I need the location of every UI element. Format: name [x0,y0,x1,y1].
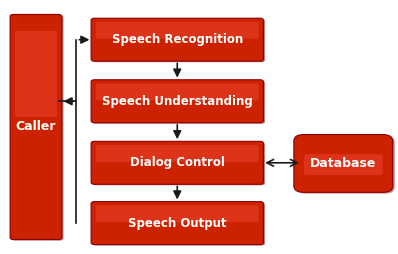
FancyBboxPatch shape [91,80,263,123]
Text: Dialog Control: Dialog Control [130,156,225,169]
Text: Speech Output: Speech Output [128,217,226,230]
FancyBboxPatch shape [294,135,393,192]
FancyBboxPatch shape [91,141,263,184]
FancyBboxPatch shape [296,136,395,194]
FancyBboxPatch shape [15,31,57,117]
Text: Database: Database [310,157,377,170]
FancyBboxPatch shape [91,18,263,61]
FancyBboxPatch shape [304,154,383,175]
FancyBboxPatch shape [93,19,265,62]
FancyBboxPatch shape [12,15,63,241]
FancyBboxPatch shape [10,14,62,240]
FancyBboxPatch shape [96,22,259,39]
FancyBboxPatch shape [93,142,265,185]
Text: Caller: Caller [16,120,56,134]
FancyBboxPatch shape [96,205,259,222]
Text: Speech Recognition: Speech Recognition [111,33,243,46]
FancyBboxPatch shape [96,84,259,100]
FancyBboxPatch shape [91,202,263,245]
FancyBboxPatch shape [96,145,259,162]
Text: Speech Understanding: Speech Understanding [102,95,253,108]
FancyBboxPatch shape [93,81,265,124]
FancyBboxPatch shape [93,203,265,246]
